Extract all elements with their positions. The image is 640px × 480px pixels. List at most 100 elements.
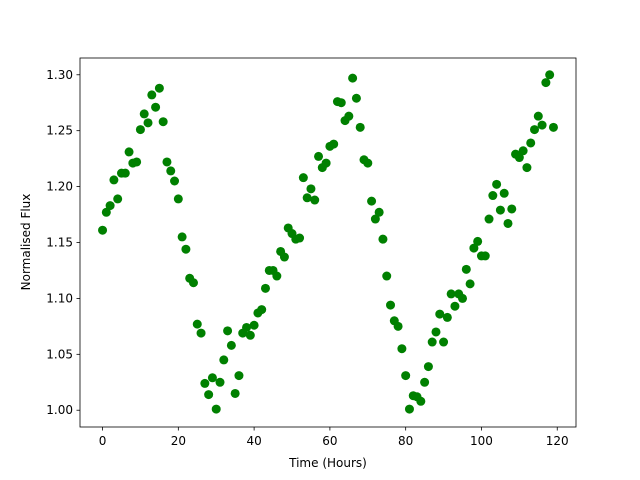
point: [272, 271, 282, 281]
point: [215, 377, 225, 387]
point: [234, 371, 244, 381]
point: [344, 111, 354, 121]
point: [143, 118, 153, 128]
point: [109, 175, 119, 185]
point: [302, 193, 312, 203]
point: [101, 207, 111, 217]
point: [132, 157, 142, 167]
y-tick-label: 1.30: [46, 68, 73, 82]
point: [435, 309, 445, 319]
point: [336, 98, 346, 108]
point: [147, 90, 157, 100]
point: [423, 362, 433, 372]
point: [420, 377, 430, 387]
point: [204, 390, 214, 400]
x-tick-label: 120: [546, 434, 569, 448]
point: [310, 195, 320, 205]
point: [230, 388, 240, 398]
point: [363, 158, 373, 168]
point: [480, 251, 490, 261]
point: [522, 163, 532, 173]
point: [367, 196, 377, 206]
point: [514, 153, 524, 163]
point: [492, 179, 502, 189]
point: [503, 218, 513, 228]
point: [154, 83, 164, 93]
x-tick-label: 80: [398, 434, 413, 448]
point: [397, 344, 407, 354]
point: [442, 312, 452, 322]
point: [355, 122, 365, 132]
point: [158, 117, 168, 127]
point: [226, 340, 236, 350]
point: [518, 146, 528, 156]
point: [499, 188, 509, 198]
point: [401, 371, 411, 381]
point: [507, 204, 517, 214]
x-tick-label: 60: [322, 434, 337, 448]
x-axis-label: Time (Hours): [288, 456, 367, 470]
point: [219, 355, 229, 365]
point: [473, 236, 483, 246]
point: [151, 102, 161, 112]
point: [306, 184, 316, 194]
point: [105, 201, 115, 211]
point: [374, 207, 384, 217]
point: [192, 319, 202, 329]
point: [207, 373, 217, 383]
point: [370, 214, 380, 224]
point: [382, 271, 392, 281]
y-tick-label: 1.00: [46, 403, 73, 417]
point: [295, 233, 305, 243]
point: [166, 166, 176, 176]
point: [200, 378, 210, 388]
point: [321, 158, 331, 168]
point: [465, 279, 475, 289]
y-tick-label: 1.20: [46, 180, 73, 194]
point: [298, 173, 308, 183]
point: [329, 139, 339, 149]
point: [257, 305, 267, 315]
point: [113, 194, 123, 204]
point: [378, 234, 388, 244]
point: [488, 191, 498, 201]
point: [124, 147, 134, 157]
point: [439, 337, 449, 347]
point: [279, 252, 289, 262]
point: [431, 327, 441, 337]
point: [495, 205, 505, 215]
point: [533, 111, 543, 121]
point: [188, 278, 198, 288]
point: [469, 243, 479, 253]
point: [139, 109, 149, 119]
point: [249, 320, 259, 330]
point: [120, 168, 130, 178]
point: [196, 328, 206, 338]
point: [170, 176, 180, 186]
point: [404, 404, 414, 414]
point: [242, 322, 252, 332]
point: [135, 125, 145, 135]
point: [446, 289, 456, 299]
point: [351, 93, 361, 103]
point: [427, 337, 437, 347]
point: [386, 300, 396, 310]
point: [548, 122, 558, 132]
y-axis-label: Normalised Flux: [19, 194, 33, 291]
point: [416, 396, 426, 406]
point: [181, 244, 191, 254]
point: [545, 70, 555, 80]
point: [162, 157, 172, 167]
plot-frame: [79, 57, 577, 428]
point: [541, 78, 551, 88]
point: [348, 73, 358, 83]
y-tick-label: 1.05: [46, 347, 73, 361]
point: [314, 151, 324, 161]
y-tick-label: 1.15: [46, 236, 73, 250]
point: [530, 125, 540, 135]
point: [526, 138, 536, 148]
point: [393, 321, 403, 331]
point: [484, 214, 494, 224]
x-tick-label: 100: [470, 434, 493, 448]
